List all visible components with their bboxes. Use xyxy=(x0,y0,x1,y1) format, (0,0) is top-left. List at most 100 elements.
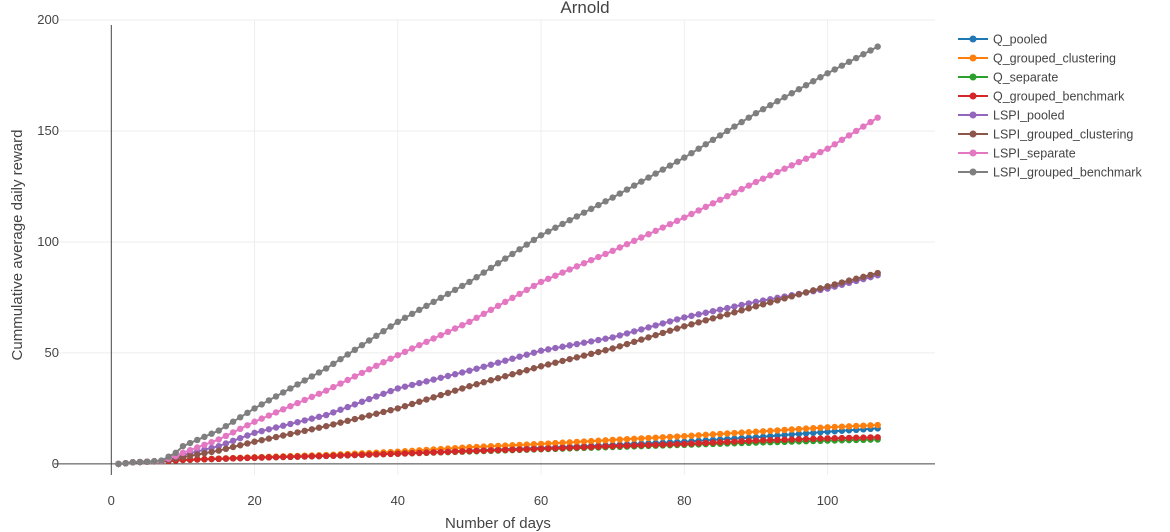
data-point xyxy=(616,343,624,350)
data-point xyxy=(294,453,301,460)
data-point xyxy=(681,323,688,330)
data-point xyxy=(480,310,487,318)
data-point xyxy=(659,166,667,173)
data-point xyxy=(731,438,738,445)
axes: 0 20 40 60 80 100 0 50 100 150 200 xyxy=(37,12,935,508)
data-point xyxy=(616,436,624,443)
data-point xyxy=(688,312,695,320)
data-point xyxy=(272,433,280,441)
data-point xyxy=(186,439,194,447)
data-point xyxy=(466,278,473,286)
data-point xyxy=(609,247,616,255)
data-point xyxy=(394,351,401,359)
data-point xyxy=(516,246,523,253)
data-point xyxy=(172,449,179,456)
data-point xyxy=(444,328,452,336)
data-point xyxy=(580,444,588,451)
data-point xyxy=(244,422,251,429)
legend-label: Q_separate xyxy=(993,71,1058,85)
y-tick-label: 0 xyxy=(52,456,59,471)
data-point xyxy=(258,436,265,444)
data-point xyxy=(358,369,366,377)
data-point xyxy=(380,359,387,366)
data-point xyxy=(122,460,129,467)
data-point xyxy=(552,439,559,447)
data-point xyxy=(280,389,287,396)
data-point xyxy=(480,363,487,370)
data-point xyxy=(566,266,573,273)
data-point xyxy=(602,335,609,342)
data-point xyxy=(774,436,781,444)
data-point xyxy=(509,355,516,362)
data-point xyxy=(702,439,709,447)
data-point xyxy=(609,442,616,450)
data-point xyxy=(545,361,552,368)
data-point xyxy=(423,449,430,456)
data-point xyxy=(810,435,817,443)
data-point xyxy=(552,344,559,352)
data-point xyxy=(767,427,774,435)
legend-marker xyxy=(969,73,977,81)
data-point xyxy=(781,436,788,443)
data-point xyxy=(874,43,881,50)
data-point xyxy=(523,441,530,448)
data-point xyxy=(602,443,609,450)
data-point xyxy=(294,381,301,388)
data-point xyxy=(860,273,867,281)
data-point xyxy=(545,346,552,353)
data-point xyxy=(487,377,495,384)
legend-item: Q_pooled xyxy=(958,33,1047,47)
data-point xyxy=(401,348,409,356)
legend-marker xyxy=(969,54,977,62)
data-point xyxy=(595,201,602,209)
data-point xyxy=(623,186,631,193)
data-point xyxy=(810,78,817,85)
data-point xyxy=(301,453,308,460)
data-point xyxy=(265,435,273,442)
data-point xyxy=(609,436,616,444)
data-point xyxy=(229,429,237,436)
data-point xyxy=(516,290,523,298)
x-tick-label: 80 xyxy=(677,493,691,508)
data-point xyxy=(494,375,502,382)
data-point xyxy=(487,306,495,314)
data-point xyxy=(602,250,609,258)
data-point xyxy=(795,430,803,438)
data-point xyxy=(831,141,838,148)
data-point xyxy=(244,454,251,462)
data-point xyxy=(810,287,817,294)
data-point xyxy=(724,430,731,437)
data-point xyxy=(509,371,516,378)
data-point xyxy=(337,380,344,387)
data-point xyxy=(609,334,616,341)
legend-label: LSPI_grouped_clustering xyxy=(993,128,1133,142)
data-point xyxy=(588,443,595,451)
data-point xyxy=(867,118,874,126)
data-point xyxy=(652,322,659,329)
data-point xyxy=(724,438,731,446)
data-point xyxy=(802,430,810,437)
data-point xyxy=(616,190,624,197)
data-point xyxy=(659,224,667,231)
data-point xyxy=(459,321,466,329)
data-point xyxy=(652,434,659,441)
data-point xyxy=(824,70,831,77)
data-point xyxy=(408,449,416,457)
data-point xyxy=(666,318,674,325)
data-point xyxy=(308,426,316,433)
data-point xyxy=(459,385,466,392)
data-point xyxy=(702,203,709,211)
data-point xyxy=(638,435,645,442)
data-point xyxy=(222,440,230,447)
data-point xyxy=(451,325,459,332)
data-point xyxy=(466,447,473,455)
data-point xyxy=(451,371,459,378)
data-point xyxy=(588,256,595,264)
data-point xyxy=(831,435,838,442)
data-point xyxy=(824,283,831,290)
data-point xyxy=(351,401,359,408)
data-point xyxy=(237,425,244,433)
data-point xyxy=(645,324,652,331)
data-point xyxy=(609,345,616,352)
data-point xyxy=(444,290,452,298)
